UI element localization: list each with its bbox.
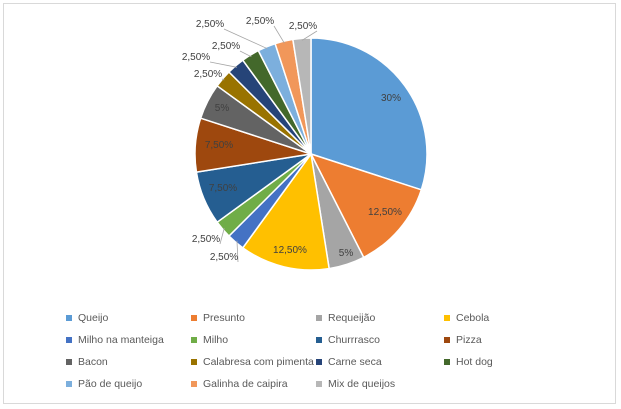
legend-swatch-13 [66, 381, 72, 387]
legend-label-8: Pizza [456, 334, 482, 346]
data-label-2: 12,50% [368, 207, 402, 218]
legend-label-3: Requeijão [328, 312, 376, 324]
pie-slice-4 [241, 152, 331, 271]
data-label-15: 2,50% [289, 21, 317, 32]
data-label-3: 5% [339, 248, 354, 259]
pie-slice-2 [309, 152, 423, 259]
data-label-4: 12,50% [273, 245, 307, 256]
data-label-10: 2,50% [194, 69, 222, 80]
legend-swatch-6 [191, 337, 197, 343]
legend-label-2: Presunto [203, 312, 246, 324]
pie-slice-15 [291, 37, 312, 155]
legend-label-15: Mix de queijos [328, 378, 396, 390]
pie-chart: 30%12,50%5%12,50%2,50%2,50%7,50%7,50%5%2… [182, 16, 428, 271]
legend-item-5: Milho na manteiga [66, 333, 164, 347]
legend-item-3: Requeijão [316, 311, 375, 325]
legend-item-1: Queijo [66, 311, 108, 325]
legend-swatch-9 [66, 359, 72, 365]
legend-item-13: Pão de queijo [66, 377, 142, 391]
legend-label-10: Calabresa com pimenta [203, 356, 314, 368]
legend-item-11: Carne seca [316, 355, 382, 369]
legend-item-2: Presunto [191, 311, 245, 325]
legend-swatch-3 [316, 315, 322, 321]
legend-item-15: Mix de queijos [316, 377, 395, 391]
legend-label-7: Churrrasco [328, 334, 380, 346]
leader-line-12 [239, 50, 252, 58]
data-label-1: 30% [381, 93, 401, 104]
legend-item-14: Galinha de caipira [191, 377, 288, 391]
legend-swatch-11 [316, 359, 322, 365]
legend-item-7: Churrrasco [316, 333, 380, 347]
legend-label-14: Galinha de caipira [203, 378, 288, 390]
legend-swatch-12 [444, 359, 450, 365]
legend-swatch-15 [316, 381, 322, 387]
data-label-8: 7,50% [205, 140, 233, 151]
data-label-13: 2,50% [196, 19, 224, 30]
data-label-5: 2,50% [210, 252, 238, 263]
data-label-11: 2,50% [182, 52, 210, 63]
legend-label-5: Milho na manteiga [78, 334, 164, 346]
legend-label-1: Queijo [78, 312, 109, 324]
data-label-14: 2,50% [246, 16, 274, 27]
legend-swatch-4 [444, 315, 450, 321]
legend-item-9: Bacon [66, 355, 108, 369]
legend-label-11: Carne seca [328, 356, 382, 368]
leader-line-15 [301, 30, 318, 41]
legend-item-8: Pizza [444, 333, 482, 347]
legend-label-4: Cebola [456, 312, 490, 324]
legend-swatch-7 [316, 337, 322, 343]
leader-line-5 [236, 240, 239, 263]
leader-line-6 [219, 227, 225, 245]
data-label-6: 2,50% [192, 234, 220, 245]
data-label-12: 2,50% [212, 41, 240, 52]
leader-line-10 [221, 78, 225, 81]
legend-swatch-2 [191, 315, 197, 321]
legend-swatch-14 [191, 381, 197, 387]
legend-label-9: Bacon [78, 356, 108, 368]
legend-swatch-5 [66, 337, 72, 343]
legend-label-13: Pão de queijo [78, 378, 143, 390]
legend-swatch-8 [444, 337, 450, 343]
chart-frame: 30% 12,50% 5% 12,50% 2,50% 2,50% 7,50% 7,50% 5% 2… [3, 3, 616, 404]
leader-line-13 [223, 28, 268, 50]
legend-label-6: Milho [203, 334, 229, 346]
pie-slice-1 [310, 37, 428, 191]
legend-swatch-1 [66, 315, 72, 321]
leader-line-14 [273, 25, 285, 44]
legend-swatch-10 [191, 359, 197, 365]
data-label-9: 5% [215, 103, 230, 114]
leader-line-11 [209, 61, 238, 68]
legend-item-10: Calabresa com pimenta [191, 355, 314, 369]
legend-item-6: Milho [191, 333, 228, 347]
legend-label-12: Hot dog [456, 356, 493, 368]
legend-item-4: Cebola [444, 311, 489, 325]
data-label-7: 7,50% [209, 183, 237, 194]
legend-item-12: Hot dog [444, 355, 493, 369]
